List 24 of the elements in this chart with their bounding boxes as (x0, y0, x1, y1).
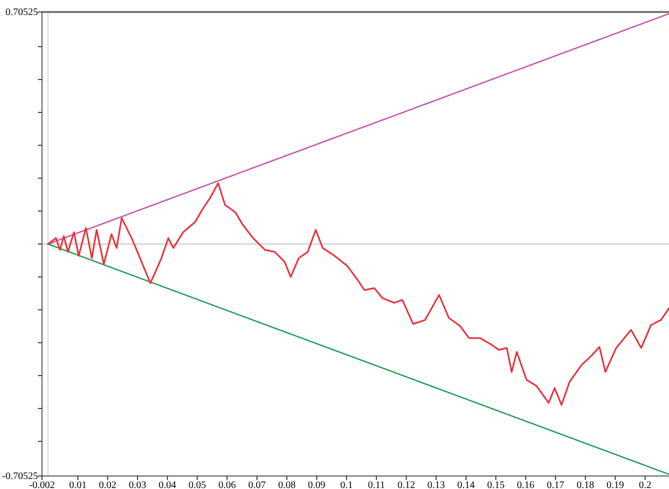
x-tick-label: 0.03 (128, 480, 146, 489)
x-tick-label: -0.002 (29, 480, 55, 489)
y-tick-label: -0.70525 (2, 471, 38, 482)
x-tick-label: 0.15 (487, 480, 505, 489)
x-tick-label: 0.18 (576, 480, 594, 489)
x-tick-label: 0.2 (638, 480, 652, 489)
x-tick-label: 0.02 (98, 480, 116, 489)
line-series (47, 182, 669, 406)
x-tick-label: 0.06 (218, 480, 236, 489)
x-tick-label: 0.04 (158, 480, 176, 489)
y-tick-label: 0.70525 (6, 7, 38, 18)
x-tick-label: 0.16 (516, 480, 534, 489)
x-tick-label: 0.14 (457, 480, 475, 489)
x-tick-label: 0.05 (188, 480, 206, 489)
x-tick-label: 0.11 (368, 480, 385, 489)
x-tick-label: 0.19 (606, 480, 624, 489)
x-tick-label: 0.13 (427, 480, 445, 489)
x-tick-label: 0.12 (398, 480, 416, 489)
x-tick-label: 0.07 (248, 480, 266, 489)
x-tick-label: 0.1 (340, 480, 353, 489)
x-tick-label: 0.01 (69, 480, 87, 489)
x-tick-label: 0.09 (308, 480, 326, 489)
x-tick-label: 0.08 (278, 480, 296, 489)
x-tick-label: 0.17 (546, 480, 564, 489)
